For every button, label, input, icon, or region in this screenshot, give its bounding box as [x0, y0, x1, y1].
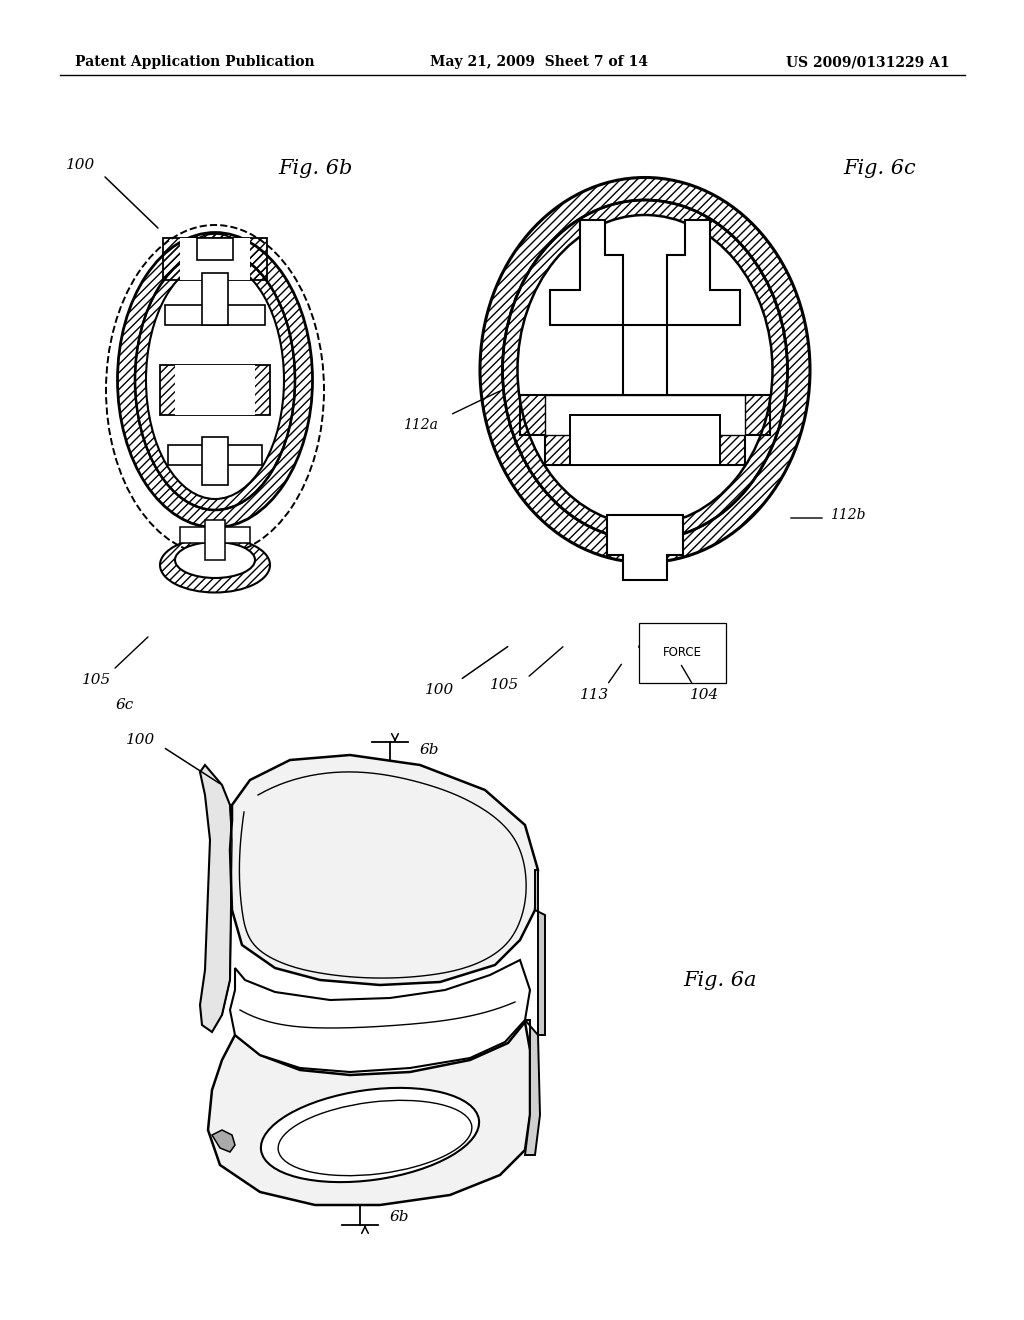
Polygon shape: [200, 766, 232, 1032]
FancyBboxPatch shape: [205, 520, 225, 560]
Text: Fig. 6a: Fig. 6a: [683, 970, 757, 990]
Text: 100: 100: [425, 682, 455, 697]
Ellipse shape: [175, 543, 255, 578]
Ellipse shape: [503, 201, 787, 540]
Text: 112a: 112a: [402, 418, 437, 432]
Text: Fig. 6c: Fig. 6c: [844, 158, 916, 177]
Text: 105: 105: [82, 673, 112, 686]
Polygon shape: [230, 755, 538, 985]
Polygon shape: [230, 960, 530, 1072]
Ellipse shape: [135, 249, 295, 510]
Text: 105: 105: [490, 678, 519, 692]
Text: Fig. 6b: Fig. 6b: [278, 158, 352, 177]
Text: 6b: 6b: [420, 743, 439, 756]
FancyBboxPatch shape: [570, 414, 720, 465]
Text: US 2009/0131229 A1: US 2009/0131229 A1: [786, 55, 950, 69]
Ellipse shape: [201, 239, 229, 252]
Polygon shape: [550, 220, 740, 395]
Polygon shape: [535, 870, 545, 1035]
Text: 6c: 6c: [116, 698, 134, 711]
Text: 104: 104: [690, 688, 720, 702]
Text: 100: 100: [66, 158, 95, 172]
FancyBboxPatch shape: [197, 238, 233, 260]
FancyBboxPatch shape: [175, 366, 255, 414]
FancyBboxPatch shape: [202, 437, 228, 484]
Text: 112b: 112b: [830, 508, 865, 521]
Text: 113: 113: [581, 688, 609, 702]
Text: 6b: 6b: [390, 1210, 410, 1224]
FancyBboxPatch shape: [180, 527, 250, 543]
FancyBboxPatch shape: [202, 273, 228, 325]
Polygon shape: [607, 515, 683, 579]
Text: FORCE: FORCE: [663, 647, 702, 660]
Polygon shape: [525, 1020, 540, 1155]
Polygon shape: [212, 1130, 234, 1152]
Ellipse shape: [517, 215, 772, 525]
Text: Patent Application Publication: Patent Application Publication: [75, 55, 314, 69]
Text: May 21, 2009  Sheet 7 of 14: May 21, 2009 Sheet 7 of 14: [430, 55, 648, 69]
Ellipse shape: [279, 1101, 472, 1176]
FancyBboxPatch shape: [165, 305, 265, 325]
Ellipse shape: [146, 261, 284, 499]
Polygon shape: [545, 395, 745, 436]
Polygon shape: [208, 1022, 530, 1205]
Ellipse shape: [261, 1088, 479, 1183]
Text: 100: 100: [126, 733, 155, 747]
FancyBboxPatch shape: [180, 238, 250, 280]
FancyBboxPatch shape: [168, 445, 262, 465]
